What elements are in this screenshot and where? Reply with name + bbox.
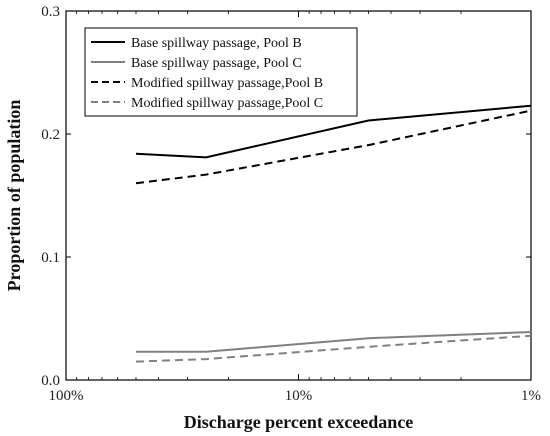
series-line-3 (135, 109, 532, 185)
series-line-1 (135, 104, 532, 159)
legend-box (84, 27, 358, 117)
series-group (135, 104, 532, 363)
x-axis-label: Discharge percent exceedance (184, 412, 414, 432)
y-axis-label: Proportion of population (4, 100, 24, 292)
x-tick-label: 10% (285, 388, 313, 404)
series-line-2 (136, 331, 532, 353)
legend: Base spillway passage, Pool B Base spillw… (84, 27, 358, 117)
y-tick-label: 0.2 (41, 127, 60, 143)
y-tick-label: 0.3 (41, 4, 60, 20)
x-tick-label: 100% (49, 388, 84, 404)
legend-label-4: Modified spillway passage,Pool C (131, 96, 323, 111)
x-tick-label: 1% (521, 388, 541, 404)
axes: 0.0 0.1 0.2 0.3 100% 10% 1% (41, 4, 541, 404)
series-line-4 (135, 334, 532, 363)
y-tick-label: 0.1 (41, 250, 60, 266)
legend-label-3: Modified spillway passage,Pool B (131, 76, 323, 91)
y-tick-label: 0.0 (41, 373, 60, 389)
legend-label-2: Base spillway passage, Pool C (131, 56, 302, 71)
legend-label-1: Base spillway passage, Pool B (131, 36, 302, 51)
